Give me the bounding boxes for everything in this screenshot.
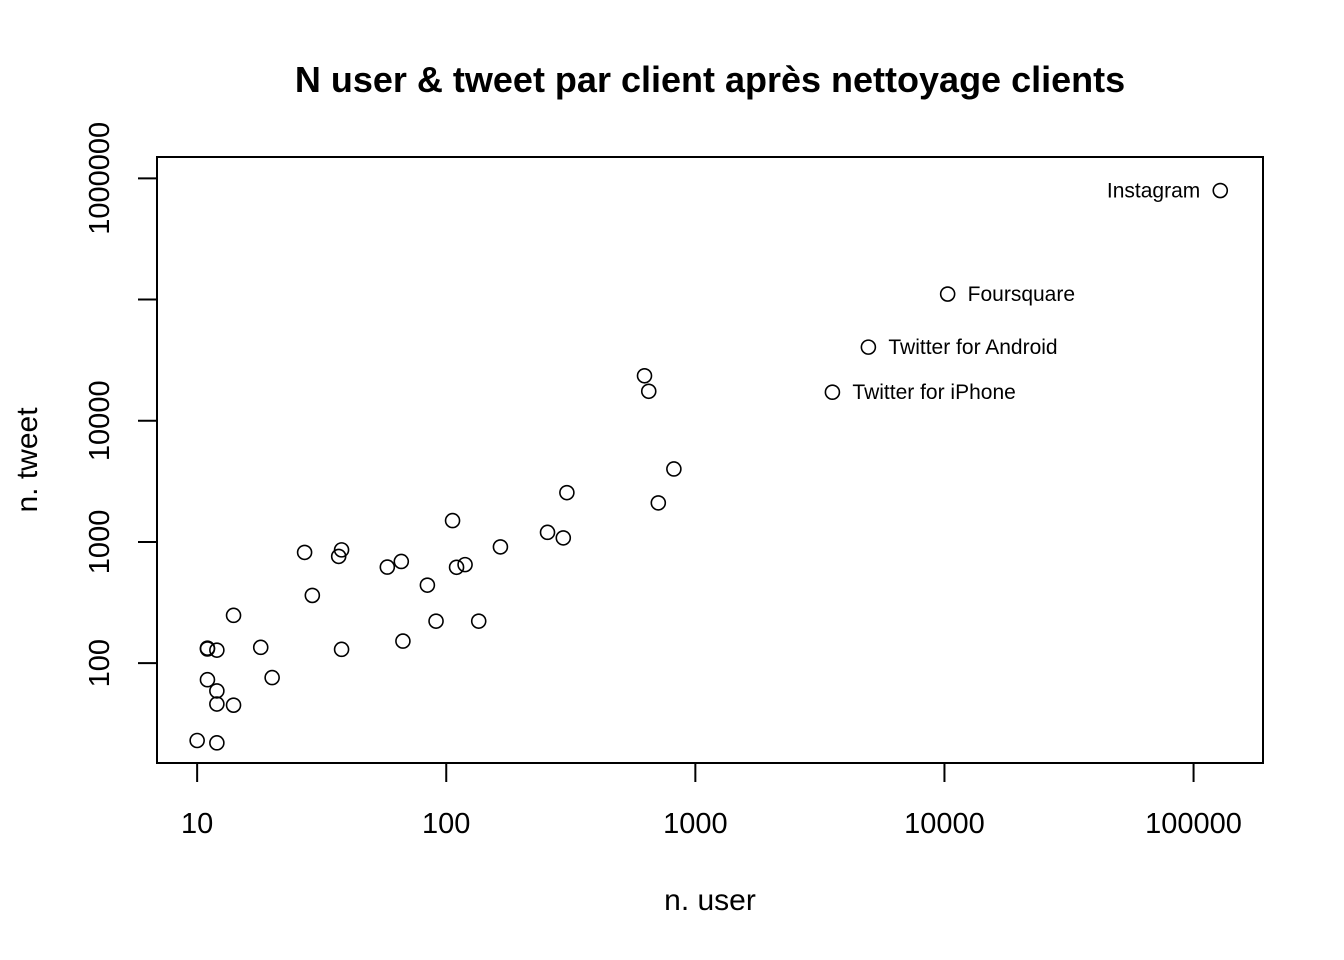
data-point xyxy=(539,524,556,541)
x-axis: 10 100 1000 10000 100000 xyxy=(181,762,1242,840)
y-tick-label: 10000 xyxy=(84,380,116,461)
data-point xyxy=(1212,182,1229,199)
data-point xyxy=(379,559,396,575)
data-point xyxy=(296,544,313,561)
data-point xyxy=(428,613,444,629)
data-point xyxy=(225,607,242,624)
chart-title: N user & tweet par client après nettoyag… xyxy=(295,59,1125,100)
data-point xyxy=(199,671,216,688)
data-point xyxy=(209,642,225,658)
data-point xyxy=(252,639,269,656)
y-axis: 100 1000 10000 1000000 xyxy=(84,122,158,687)
data-point xyxy=(457,556,473,573)
data-point xyxy=(393,553,410,570)
data-point xyxy=(448,559,465,576)
data-point xyxy=(666,461,682,477)
point-label: Twitter for iPhone xyxy=(852,381,1015,404)
data-point xyxy=(199,641,216,657)
data-point xyxy=(209,735,225,751)
x-axis-label: n. user xyxy=(664,884,756,917)
x-tick-label: 10 xyxy=(181,808,213,840)
data-point xyxy=(209,683,225,699)
data-point xyxy=(189,732,205,749)
y-tick-label: 1000000 xyxy=(84,122,116,235)
y-tick-label: 100 xyxy=(84,639,116,687)
data-point xyxy=(636,367,653,384)
data-point xyxy=(419,577,436,593)
data-point xyxy=(395,633,411,649)
data-point xyxy=(650,495,667,511)
data-point xyxy=(640,383,657,400)
y-axis-label: n. tweet xyxy=(11,407,44,513)
data-point xyxy=(555,530,572,546)
data-point xyxy=(304,587,321,604)
data-point xyxy=(470,613,487,629)
point-label: Instagram xyxy=(1107,180,1200,203)
data-point xyxy=(860,339,877,355)
plot-frame xyxy=(156,156,1264,764)
data-point xyxy=(824,384,841,400)
point-label: Foursquare xyxy=(968,283,1075,306)
x-tick-label: 100000 xyxy=(1145,808,1242,840)
data-point xyxy=(444,512,461,529)
data-point xyxy=(333,641,350,658)
data-point xyxy=(209,696,225,712)
data-point xyxy=(333,542,350,558)
y-tick-label: 1000 xyxy=(84,510,116,575)
data-point xyxy=(264,669,280,686)
data-point xyxy=(492,539,509,555)
data-points: Twitter for iPhone Twitter for Android Fou… xyxy=(189,180,1229,751)
x-tick-label: 1000 xyxy=(663,808,728,840)
x-tick-label: 100 xyxy=(422,808,470,840)
point-label: Twitter for Android xyxy=(888,336,1057,359)
data-point xyxy=(939,286,956,302)
data-point xyxy=(225,697,242,713)
x-tick-label: 10000 xyxy=(904,808,985,840)
data-point xyxy=(559,484,575,501)
